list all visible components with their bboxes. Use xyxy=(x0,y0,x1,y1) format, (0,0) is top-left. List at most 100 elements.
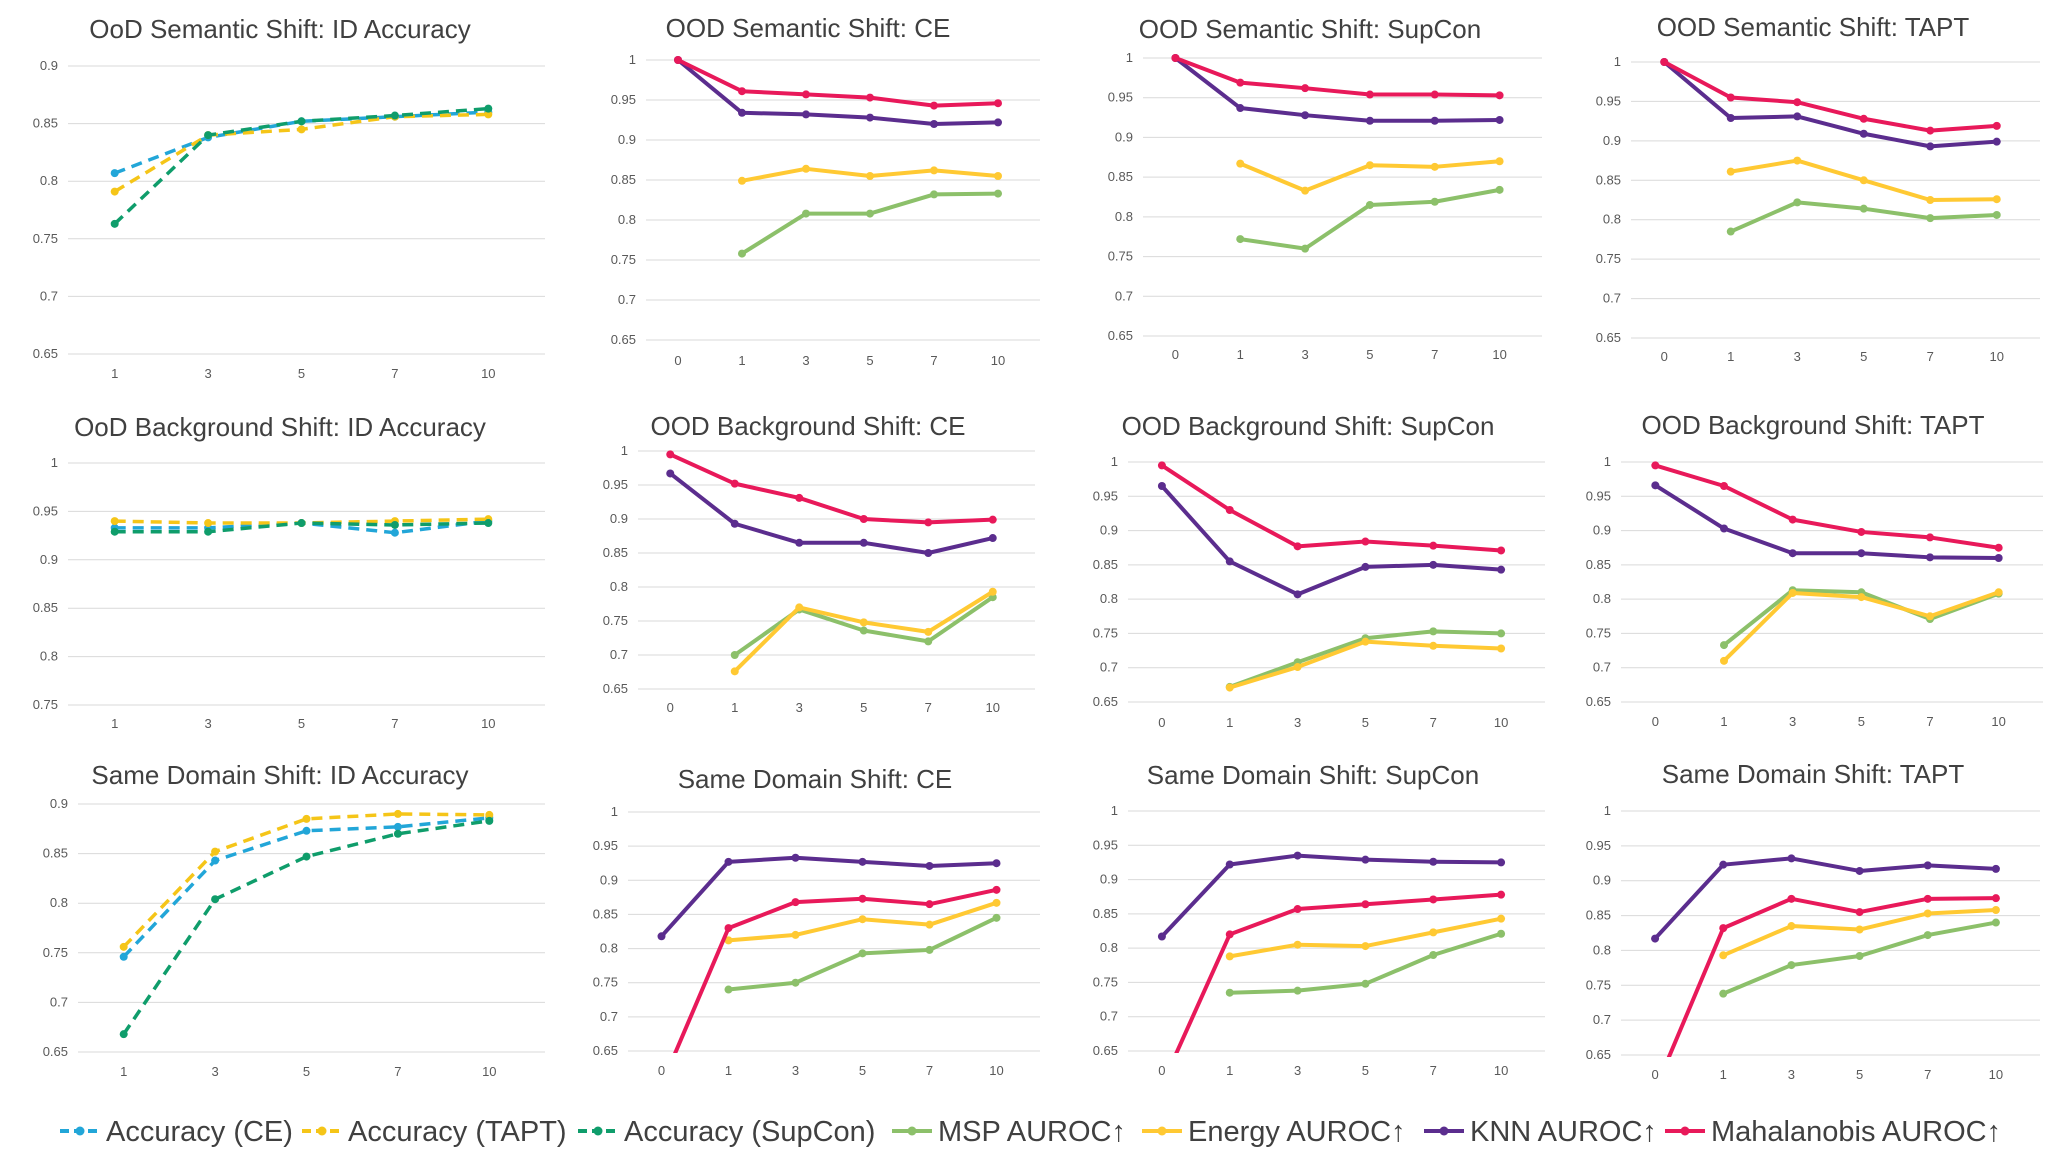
y-tick-label: 0.8 xyxy=(618,212,636,227)
data-point xyxy=(1497,890,1506,899)
data-point xyxy=(1991,864,2000,873)
y-tick-label: 0.95 xyxy=(593,838,618,853)
data-point xyxy=(1855,908,1864,917)
series-energy-auroc xyxy=(730,587,997,676)
data-point xyxy=(297,519,306,528)
data-point xyxy=(302,852,311,861)
x-tick-label: 0 xyxy=(1651,1067,1658,1082)
x-tick-label: 7 xyxy=(391,366,398,381)
data-point xyxy=(390,520,399,529)
data-point xyxy=(1859,176,1868,185)
data-point xyxy=(1992,195,2001,204)
data-point xyxy=(1361,979,1370,988)
data-point xyxy=(730,479,739,488)
data-point xyxy=(1726,227,1735,236)
y-tick-label: 0.85 xyxy=(1093,557,1118,572)
series-line xyxy=(676,58,1000,126)
data-point xyxy=(1788,549,1797,558)
legend-item: Accuracy (CE) xyxy=(60,1116,293,1148)
y-tick-label: 0.75 xyxy=(1108,249,1133,264)
x-tick-label: 10 xyxy=(1991,714,2005,729)
y-tick-label: 0.9 xyxy=(50,796,68,811)
y-tick-label: 0.9 xyxy=(1115,129,1133,144)
series-accuracy-supcon xyxy=(110,519,493,536)
data-point xyxy=(302,826,311,835)
chart-title: OoD Background Shift: ID Accuracy xyxy=(74,412,486,442)
y-tick-label: 1 xyxy=(611,804,618,819)
data-point xyxy=(1787,922,1796,931)
x-tick-label: 0 xyxy=(1158,1063,1165,1078)
data-point xyxy=(1429,895,1438,904)
series-accuracy-supcon xyxy=(119,816,494,1039)
x-tick-label: 0 xyxy=(1172,347,1179,362)
data-point xyxy=(1720,524,1728,533)
series-line xyxy=(122,819,490,1036)
data-point xyxy=(666,469,675,478)
y-tick-label: 0.65 xyxy=(603,681,628,696)
data-point xyxy=(657,932,666,941)
x-tick-label: 10 xyxy=(989,1063,1003,1078)
legend-label: Accuracy (SupCon) xyxy=(624,1116,875,1148)
data-point xyxy=(994,189,1002,198)
y-tick-label: 0.7 xyxy=(1115,288,1133,303)
y-tick-label: 0.8 xyxy=(1603,212,1621,227)
data-point xyxy=(724,985,733,994)
data-point xyxy=(1859,114,1868,123)
x-tick-label: 3 xyxy=(802,353,809,368)
y-tick-label: 0.9 xyxy=(1603,133,1621,148)
y-tick-label: 0.65 xyxy=(1093,1043,1118,1058)
data-point xyxy=(204,131,213,140)
series-mahalanobis-auroc xyxy=(1666,894,2000,1057)
data-point xyxy=(791,853,800,862)
series-knn-auroc xyxy=(657,853,1001,941)
x-tick-label: 0 xyxy=(1652,714,1659,729)
data-point xyxy=(925,861,934,870)
data-point xyxy=(992,859,1001,868)
y-tick-label: 0.65 xyxy=(611,332,636,347)
series-energy-auroc xyxy=(738,164,1002,185)
x-tick-label: 5 xyxy=(1362,715,1369,730)
data-point xyxy=(1859,129,1868,138)
x-tick-label: 0 xyxy=(1661,349,1668,364)
series-knn-auroc xyxy=(1157,851,1506,941)
series-mahalanobis-auroc xyxy=(674,56,1002,110)
series-line xyxy=(1653,463,2001,550)
data-point xyxy=(1926,142,1935,151)
x-tick-label: 7 xyxy=(1431,347,1438,362)
data-point xyxy=(988,587,997,596)
legend-marker xyxy=(75,1126,85,1136)
x-tick-label: 7 xyxy=(1926,714,1933,729)
data-point xyxy=(1719,951,1728,960)
x-tick-label: 3 xyxy=(204,716,211,731)
y-tick-label: 0.95 xyxy=(603,477,628,492)
data-point xyxy=(1787,961,1796,970)
data-point xyxy=(1793,112,1802,121)
x-tick-label: 5 xyxy=(298,366,305,381)
data-point xyxy=(1361,637,1370,646)
data-point xyxy=(1994,543,2003,552)
y-tick-label: 0.7 xyxy=(50,994,68,1009)
data-point xyxy=(1429,857,1438,866)
series-mahalanobis-auroc xyxy=(1651,461,2003,552)
x-tick-label: 10 xyxy=(482,1064,496,1079)
data-point xyxy=(1793,98,1802,107)
data-point xyxy=(1236,104,1245,113)
series-msp-auroc xyxy=(1225,627,1506,691)
y-tick-label: 0.95 xyxy=(1596,93,1621,108)
x-tick-label: 0 xyxy=(1158,715,1165,730)
data-point xyxy=(666,450,675,459)
data-point xyxy=(994,99,1002,108)
x-tick-label: 5 xyxy=(303,1064,310,1079)
y-tick-label: 0.85 xyxy=(33,600,58,615)
y-tick-label: 0.75 xyxy=(33,231,58,246)
data-point xyxy=(1429,951,1438,959)
data-point xyxy=(1991,894,2000,903)
series-mahalanobis-auroc xyxy=(1171,54,1504,100)
y-tick-label: 1 xyxy=(1614,54,1621,69)
data-point xyxy=(1857,527,1866,536)
data-point xyxy=(1788,515,1797,524)
